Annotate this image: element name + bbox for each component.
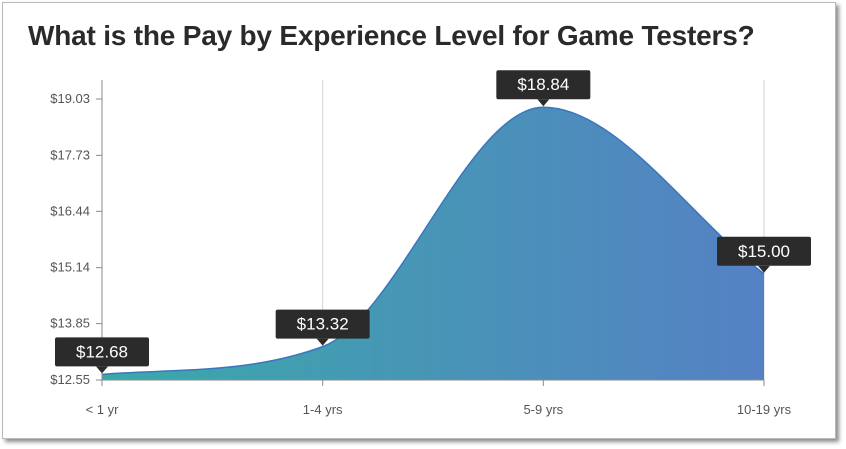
data-label-text: $18.84: [517, 75, 569, 94]
data-label-text: $15.00: [738, 242, 790, 261]
y-tick-label: $15.14: [50, 260, 90, 275]
data-label-0: $12.68: [55, 337, 149, 374]
data-label-3: $15.00: [717, 236, 811, 273]
x-tick-label: 10-19 yrs: [737, 402, 792, 417]
area-fill: [102, 107, 764, 380]
y-tick-label: $12.55: [50, 372, 90, 387]
data-label-text: $13.32: [297, 315, 349, 334]
data-label-pointer: [316, 338, 329, 346]
data-label-box: [717, 236, 811, 266]
chart-title: What is the Pay by Experience Level for …: [28, 20, 755, 51]
data-label-1: $13.32: [275, 309, 370, 346]
data-label-pointer: [96, 366, 108, 374]
data-label-pointer: [537, 99, 550, 107]
x-tick-label: 5-9 yrs: [523, 402, 563, 417]
y-tick-label: $17.73: [50, 147, 90, 162]
x-tick-label: 1-4 yrs: [303, 402, 343, 417]
x-tick-label: < 1 yr: [86, 402, 120, 417]
data-label-2: $18.84: [496, 70, 591, 107]
area-series: [101, 106, 765, 380]
data-label-box: [55, 337, 149, 367]
data-label-box: [275, 309, 370, 339]
area-line: [101, 106, 765, 376]
y-tick-label: $13.85: [50, 316, 90, 331]
axes: $12.55 $13.85 $15.14 $16.44 $17.73 $19.03 < 1 …: [50, 80, 792, 417]
data-labels: $12.68 $13.32 $18.84 $15.00: [55, 70, 811, 374]
data-label-pointer: [758, 265, 770, 273]
data-label-box: [496, 70, 591, 100]
data-label-text: $12.68: [76, 342, 128, 361]
y-tick-label: $19.03: [50, 91, 90, 106]
y-tick-label: $16.44: [50, 203, 90, 218]
